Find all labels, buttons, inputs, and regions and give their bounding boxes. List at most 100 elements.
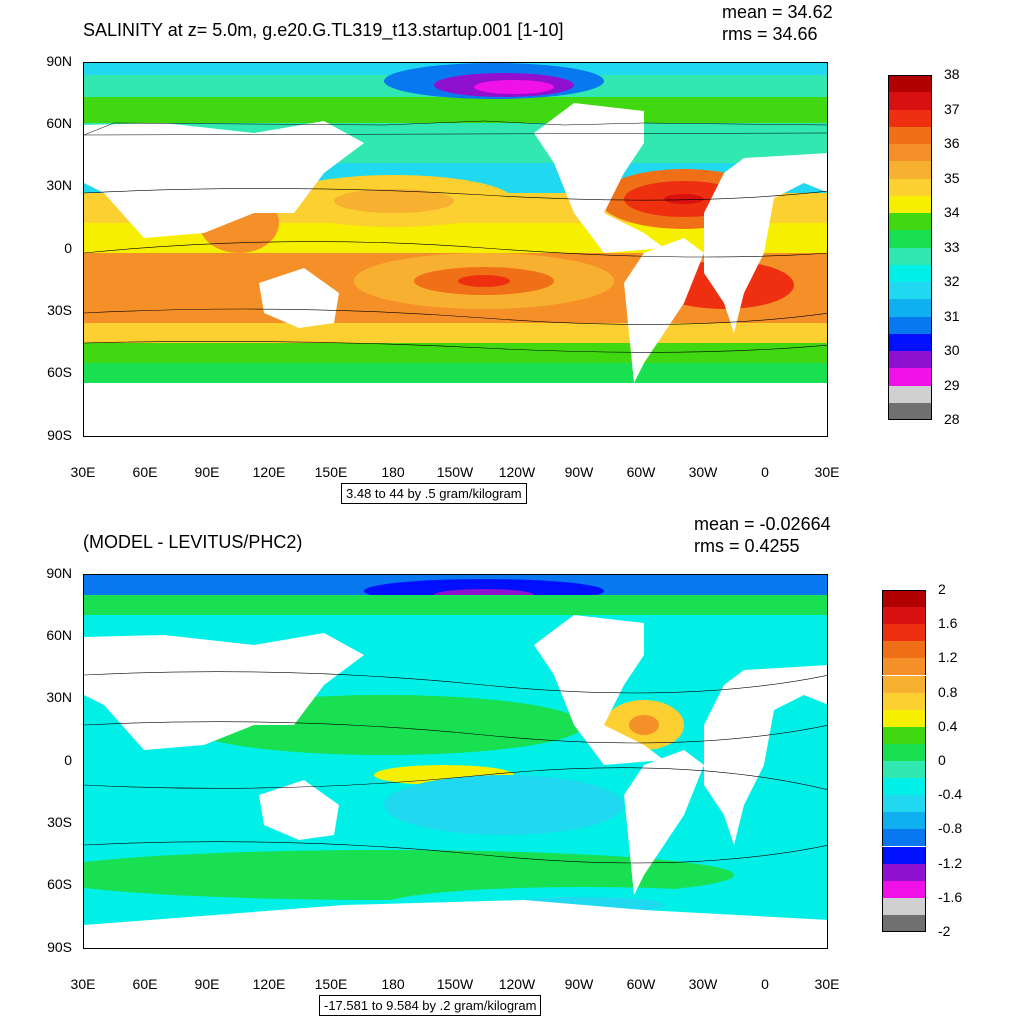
colorbar-swatch bbox=[882, 641, 926, 659]
colorbar-swatch bbox=[882, 658, 926, 676]
lon-label: 30E bbox=[814, 976, 840, 992]
colorbar-swatch bbox=[888, 144, 932, 162]
difference-field bbox=[84, 575, 827, 948]
mean-value: mean = -0.02664 bbox=[694, 514, 831, 534]
colorbar-swatch bbox=[882, 829, 926, 847]
salinity-panel: SALINITY at z= 5.0m, g.e20.G.TL319_t13.s… bbox=[46, 2, 960, 504]
colorbar-label: -0.4 bbox=[938, 786, 963, 803]
lat-label: 30N bbox=[46, 689, 72, 705]
colorbar-swatch bbox=[882, 846, 926, 864]
lat-label: 90N bbox=[46, 53, 72, 69]
colorbar-swatch bbox=[888, 161, 932, 179]
colorbar-label: 0.8 bbox=[938, 683, 958, 700]
lon-label: 150W bbox=[436, 464, 474, 480]
difference-map bbox=[83, 574, 828, 949]
colorbar-swatch bbox=[882, 863, 926, 881]
colorbar-swatch bbox=[882, 726, 926, 744]
salinity-title: SALINITY at z= 5.0m, g.e20.G.TL319_t13.s… bbox=[83, 20, 564, 40]
colorbar-swatch bbox=[882, 709, 926, 727]
difference-panel: (MODEL - LEVITUS/PHC2) mean = -0.02664 r… bbox=[0, 512, 1024, 1024]
colorbar-swatch bbox=[888, 385, 932, 403]
colorbar-label: 31 bbox=[944, 307, 960, 324]
colorbar-label: -1.6 bbox=[938, 888, 963, 905]
colorbar-label: 30 bbox=[944, 342, 960, 358]
lon-label: 120W bbox=[498, 464, 536, 480]
colorbar-label: 29 bbox=[944, 376, 960, 393]
colorbar-swatch bbox=[882, 743, 926, 761]
colorbar-swatch bbox=[882, 675, 926, 693]
colorbar-label: 1.6 bbox=[938, 615, 958, 632]
colorbar-label: 34 bbox=[944, 204, 960, 220]
difference-title: (MODEL - LEVITUS/PHC2) bbox=[83, 532, 303, 552]
lon-label: 90W bbox=[564, 976, 594, 992]
lon-label: 90E bbox=[194, 464, 220, 480]
colorbar-swatch bbox=[888, 299, 932, 317]
colorbar-swatch bbox=[882, 778, 926, 796]
salinity-map bbox=[83, 62, 828, 437]
colorbar-label: 37 bbox=[944, 100, 960, 117]
difference-colorbar: 2 1.6 1.2 0.8 0.4 0 -0.4 -0.8 -1.2 -1.6 -2 bbox=[882, 581, 1002, 939]
colorbar-swatch bbox=[882, 795, 926, 813]
lat-label: 0 bbox=[64, 240, 72, 256]
colorbar-label: 0.4 bbox=[938, 717, 958, 734]
colorbar-swatch bbox=[882, 761, 926, 779]
colorbar-swatch bbox=[888, 230, 932, 248]
colorbar-label: 1.2 bbox=[938, 649, 958, 666]
lat-label: 30N bbox=[46, 177, 72, 193]
colorbar-swatch bbox=[888, 333, 932, 351]
colorbar-label: 36 bbox=[944, 135, 960, 151]
colorbar-swatch bbox=[888, 351, 932, 369]
lon-label: 180 bbox=[381, 976, 405, 992]
colorbar-swatch bbox=[882, 914, 926, 932]
lon-label: 150E bbox=[314, 976, 348, 992]
lon-label: 90W bbox=[564, 464, 594, 480]
lat-label: 60N bbox=[46, 115, 72, 131]
lon-label: 150W bbox=[436, 976, 474, 992]
lat-label: 90S bbox=[47, 427, 72, 443]
colorbar-label: 33 bbox=[944, 238, 960, 255]
lon-label: 0 bbox=[761, 464, 769, 480]
colorbar-label: -1.2 bbox=[938, 854, 963, 871]
colorbar-swatch bbox=[888, 264, 932, 282]
lon-label: 60W bbox=[626, 976, 656, 992]
lat-label: 90S bbox=[47, 939, 72, 955]
colorbar-swatch bbox=[888, 92, 932, 110]
colorbar-swatch bbox=[888, 195, 932, 213]
lon-label: 30E bbox=[814, 464, 840, 480]
colorbar-swatch bbox=[882, 880, 926, 898]
lat-label: 30S bbox=[47, 814, 72, 830]
colorbar-label: 32 bbox=[944, 273, 960, 289]
colorbar-swatch bbox=[882, 624, 926, 642]
lat-label: 90N bbox=[46, 565, 72, 581]
colorbar-label: 2 bbox=[938, 581, 946, 597]
lon-label: 150E bbox=[314, 464, 348, 480]
lat-label: 30S bbox=[47, 302, 72, 318]
colorbar-swatch bbox=[882, 607, 926, 625]
lon-label: 180 bbox=[381, 464, 405, 480]
lon-label: 30E bbox=[70, 976, 96, 992]
salinity-field bbox=[84, 63, 827, 436]
rms-value: rms = 0.4255 bbox=[694, 536, 800, 556]
colorbar-swatch bbox=[888, 126, 932, 144]
lat-label: 60S bbox=[47, 364, 72, 380]
colorbar-swatch bbox=[882, 812, 926, 830]
colorbar-swatch bbox=[882, 590, 926, 608]
colorbar-label: 0 bbox=[938, 752, 946, 768]
lat-label: 0 bbox=[64, 752, 72, 768]
lon-label: 30W bbox=[688, 464, 718, 480]
colorbar-swatch bbox=[888, 316, 932, 334]
lon-label: 120E bbox=[252, 464, 286, 480]
colorbar-swatch bbox=[888, 178, 932, 196]
colorbar-swatch bbox=[888, 282, 932, 300]
colorbar-swatch bbox=[888, 109, 932, 127]
lon-label: 120W bbox=[498, 976, 536, 992]
lon-label: 30W bbox=[688, 976, 718, 992]
lon-label: 30E bbox=[70, 464, 96, 480]
lat-label: 60S bbox=[47, 876, 72, 892]
rms-value: rms = 34.66 bbox=[722, 24, 818, 44]
colorbar-swatch bbox=[888, 75, 932, 93]
colorbar-label: 38 bbox=[944, 66, 960, 82]
colorbar-swatch bbox=[882, 897, 926, 915]
lon-label: 60E bbox=[132, 464, 158, 480]
colorbar-label: -0.8 bbox=[938, 820, 963, 837]
